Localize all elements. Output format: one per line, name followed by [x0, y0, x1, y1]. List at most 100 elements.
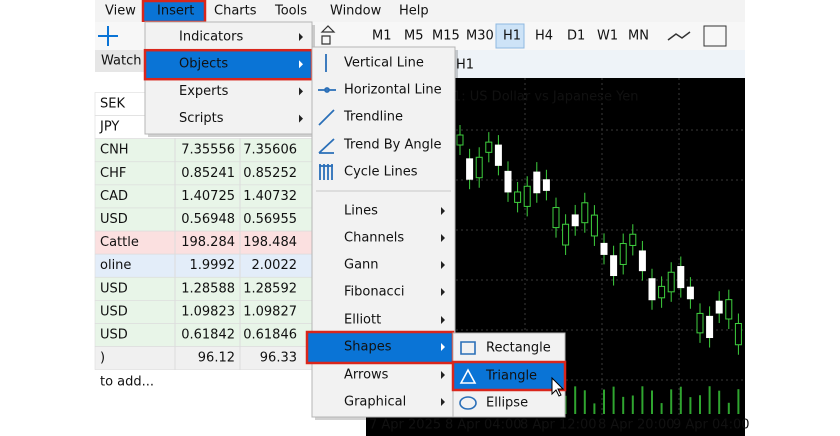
- market-watch-title: Watch: [101, 54, 141, 69]
- submenu-arrow: [441, 261, 445, 269]
- ask: 96.33: [260, 351, 297, 366]
- symbol: USD: [100, 328, 128, 343]
- submenu-arrow: [441, 288, 445, 296]
- shape-icon: [460, 341, 476, 355]
- menu-item[interactable]: Indicators: [179, 30, 243, 45]
- symbol: CHF: [100, 166, 126, 181]
- candle-body: [552, 207, 560, 229]
- symbol: JPY: [99, 120, 119, 135]
- submenu-arrow: [441, 398, 445, 406]
- candle-body: [600, 242, 608, 255]
- menu-item[interactable]: Help: [399, 4, 429, 19]
- ask: 1.28592: [243, 281, 297, 296]
- menu-item[interactable]: Trend By Angle: [343, 138, 441, 153]
- bid: 96.12: [198, 351, 235, 366]
- candle-body: [456, 134, 464, 146]
- submenu-arrow: [441, 343, 445, 351]
- crosshair-icon: [98, 26, 118, 46]
- candle-body: [619, 243, 627, 265]
- timeframe-button[interactable]: W1: [597, 29, 618, 44]
- mouse-cursor: [551, 376, 565, 397]
- menu-item[interactable]: Gann: [344, 258, 379, 273]
- candle-body: [523, 185, 531, 207]
- ask: 0.61846: [243, 328, 297, 343]
- menu-item[interactable]: Trendline: [343, 110, 403, 125]
- candle-body: [562, 223, 570, 246]
- menu-item[interactable]: Graphical: [344, 395, 406, 410]
- ask: 1.40732: [243, 189, 297, 204]
- timeframe-active: [495, 23, 525, 49]
- menu-item[interactable]: Experts: [179, 84, 229, 99]
- symbol: CNH: [100, 143, 129, 158]
- menu-item[interactable]: Scripts: [179, 111, 224, 126]
- object-icon: [318, 109, 335, 126]
- menu-item[interactable]: Fibonacci: [344, 285, 404, 300]
- candle-body: [667, 271, 675, 293]
- menu-highlight: [305, 330, 455, 365]
- menu-item[interactable]: Lines: [344, 204, 378, 219]
- chart-title: 1: US Dollar vs Japanese Yen: [453, 90, 639, 105]
- menu-item[interactable]: Arrows: [344, 368, 389, 383]
- candle-body: [590, 214, 598, 237]
- timeframe-button[interactable]: D1: [567, 29, 585, 44]
- bid: 0.85241: [181, 166, 235, 181]
- submenu-arrow: [441, 316, 445, 324]
- menu-item[interactable]: Ellipse: [486, 396, 528, 411]
- menu-item[interactable]: View: [105, 4, 136, 19]
- menu-item[interactable]: Cycle Lines: [344, 165, 418, 180]
- bid: 0.56948: [181, 212, 235, 227]
- submenu-arrow: [299, 33, 303, 41]
- submenu-arrow: [299, 60, 303, 69]
- add-symbol-hint: to add...: [100, 375, 154, 390]
- timeframe-button[interactable]: H4: [535, 29, 553, 44]
- line-chart-icon: [667, 31, 691, 41]
- menu-item[interactable]: Horizontal Line: [344, 83, 442, 98]
- ask: 0.56955: [243, 212, 297, 227]
- symbol: oline: [100, 258, 131, 273]
- menu-item[interactable]: Rectangle: [486, 341, 551, 356]
- ask: 0.85252: [243, 166, 297, 181]
- ask: 2.0022: [252, 258, 298, 273]
- menu-item[interactable]: Tools: [274, 4, 307, 19]
- menu-item[interactable]: Shapes: [344, 340, 392, 355]
- candle-body: [475, 156, 483, 179]
- timeframe-button[interactable]: M5: [404, 29, 424, 44]
- timeframe-button[interactable]: M1: [372, 29, 392, 44]
- timeframe-button[interactable]: M30: [466, 29, 494, 44]
- timeframe-button[interactable]: MN: [628, 29, 649, 44]
- bid: 1.40725: [181, 189, 235, 204]
- time-label: 9 Apr 04:00: [673, 418, 750, 433]
- symbol: SEK: [100, 97, 125, 112]
- menu-item[interactable]: Triangle: [485, 369, 537, 384]
- candle-body: [466, 158, 474, 180]
- symbol: USD: [100, 304, 128, 319]
- menu-highlight: [143, 48, 314, 81]
- menu-item[interactable]: Objects: [179, 57, 228, 72]
- template-icon: [703, 25, 727, 47]
- candle-body: [734, 323, 742, 346]
- menu-item[interactable]: Charts: [214, 4, 257, 19]
- ask: 1.09827: [243, 304, 297, 319]
- symbol: ): [100, 351, 105, 366]
- menu-item[interactable]: Channels: [344, 231, 404, 246]
- candle-body: [725, 299, 733, 320]
- shape-icon: [459, 396, 477, 410]
- timeframe-button[interactable]: H1: [503, 29, 521, 44]
- timeframe-button[interactable]: M15: [432, 29, 460, 44]
- time-axis: [366, 415, 745, 436]
- candle-body: [648, 278, 656, 301]
- candle-body: [533, 171, 541, 194]
- candle-body: [715, 300, 723, 314]
- menu-item[interactable]: Window: [330, 4, 382, 19]
- time-label: 7 Apr 2025: [369, 418, 441, 433]
- submenu-arrow: [441, 207, 445, 215]
- candle-body: [504, 170, 512, 193]
- menu-item[interactable]: Insert: [157, 4, 194, 19]
- symbol: USD: [100, 281, 128, 296]
- menu-item[interactable]: Elliott: [344, 313, 381, 328]
- submenu-arrow: [299, 114, 303, 123]
- chart-tab[interactable]: H1: [456, 58, 474, 73]
- menu-item[interactable]: Vertical Line: [344, 56, 424, 71]
- candle-body: [638, 250, 646, 272]
